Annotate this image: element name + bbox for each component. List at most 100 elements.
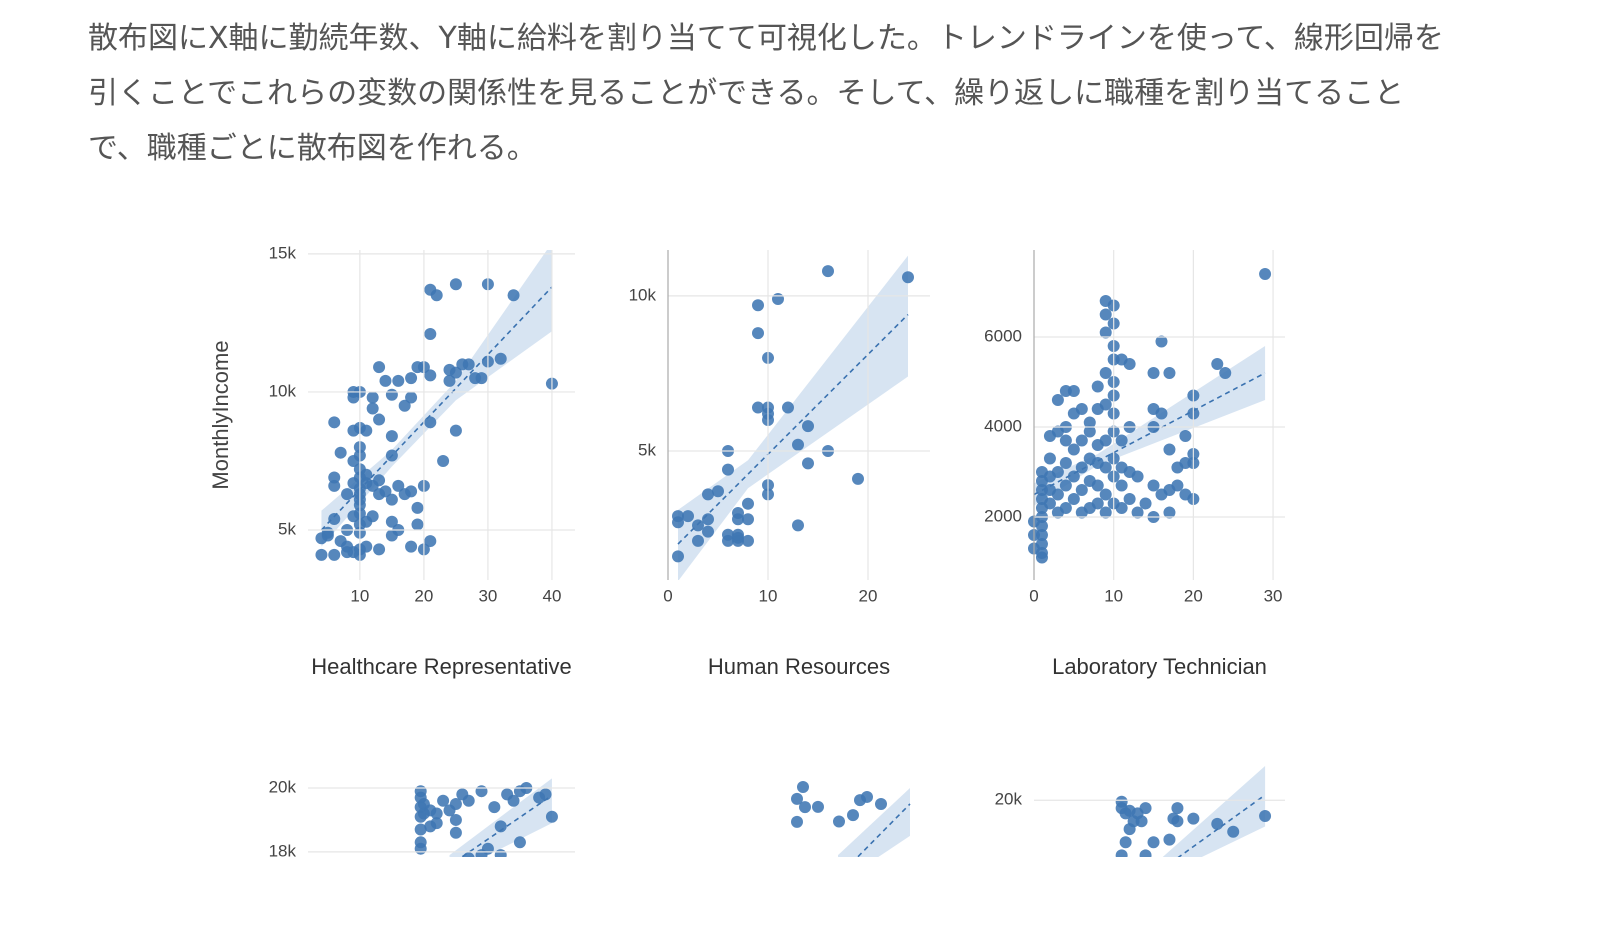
point bbox=[449, 278, 462, 291]
point bbox=[1051, 465, 1064, 478]
point bbox=[373, 361, 386, 374]
point bbox=[475, 785, 488, 798]
point bbox=[792, 438, 804, 451]
point bbox=[742, 534, 754, 547]
point bbox=[494, 820, 507, 833]
point bbox=[494, 352, 507, 365]
point bbox=[1035, 519, 1048, 532]
point bbox=[1115, 501, 1128, 514]
point bbox=[672, 550, 684, 563]
x-tick-label: 20 bbox=[859, 586, 878, 605]
point bbox=[802, 457, 814, 470]
point bbox=[392, 374, 405, 387]
confidence-band bbox=[449, 778, 552, 857]
point bbox=[341, 488, 354, 501]
point bbox=[443, 374, 456, 387]
point bbox=[379, 485, 392, 498]
x-tick-label: 0 bbox=[1029, 586, 1038, 605]
point bbox=[328, 416, 341, 429]
point bbox=[702, 488, 714, 501]
point bbox=[1131, 506, 1144, 519]
point bbox=[1043, 497, 1056, 510]
point bbox=[398, 399, 411, 412]
point bbox=[475, 849, 488, 857]
point bbox=[1139, 802, 1152, 815]
point bbox=[861, 790, 873, 803]
point bbox=[1163, 366, 1176, 379]
confidence-band bbox=[1162, 766, 1266, 857]
point bbox=[1099, 461, 1112, 474]
point bbox=[847, 809, 859, 822]
point bbox=[449, 813, 462, 826]
point bbox=[875, 797, 887, 810]
point bbox=[1171, 802, 1184, 815]
point bbox=[799, 801, 811, 814]
paragraph: 散布図にX軸に勤続年数、Y軸に給料を割り当てて可視化した。トレンドラインを使って… bbox=[88, 21, 1444, 166]
point bbox=[411, 518, 424, 531]
point bbox=[1155, 335, 1168, 348]
point bbox=[328, 471, 341, 484]
trend-line bbox=[1033, 372, 1266, 496]
point bbox=[797, 781, 809, 794]
point bbox=[1091, 479, 1104, 492]
point bbox=[328, 512, 341, 525]
point bbox=[1099, 488, 1112, 501]
point bbox=[392, 479, 405, 492]
point bbox=[424, 416, 437, 429]
panel bbox=[414, 778, 558, 857]
point bbox=[822, 265, 834, 278]
point bbox=[1187, 812, 1200, 825]
point bbox=[1051, 393, 1064, 406]
x-tick-label: 10 bbox=[350, 586, 369, 605]
point bbox=[373, 474, 386, 487]
point bbox=[430, 807, 443, 820]
point bbox=[792, 519, 804, 532]
point bbox=[1135, 815, 1148, 828]
confidence-band bbox=[838, 788, 910, 857]
point bbox=[1259, 809, 1272, 822]
point bbox=[414, 842, 427, 855]
point bbox=[405, 485, 418, 498]
panel bbox=[672, 255, 914, 580]
point bbox=[385, 430, 398, 443]
point bbox=[366, 510, 379, 523]
point bbox=[752, 401, 764, 414]
point bbox=[449, 826, 462, 839]
point bbox=[513, 836, 526, 849]
point bbox=[462, 852, 475, 857]
panel bbox=[315, 250, 558, 561]
point bbox=[1075, 402, 1088, 415]
point bbox=[414, 823, 427, 836]
y-tick-label: 20k bbox=[995, 790, 1023, 809]
point bbox=[360, 424, 373, 437]
point bbox=[494, 849, 507, 857]
y-tick-label: 4000 bbox=[984, 416, 1022, 435]
point bbox=[1059, 479, 1072, 492]
point bbox=[334, 446, 347, 459]
point bbox=[791, 815, 803, 828]
point bbox=[405, 372, 418, 385]
trend-line bbox=[677, 313, 909, 545]
point bbox=[405, 540, 418, 553]
point bbox=[1147, 479, 1160, 492]
point bbox=[1083, 416, 1096, 429]
point bbox=[385, 449, 398, 462]
point bbox=[1147, 366, 1160, 379]
point bbox=[1067, 470, 1080, 483]
point bbox=[1171, 479, 1184, 492]
point bbox=[1115, 849, 1128, 857]
point bbox=[682, 510, 694, 523]
point bbox=[462, 794, 475, 807]
panel bbox=[1028, 267, 1272, 564]
point bbox=[1123, 357, 1136, 370]
point bbox=[1099, 366, 1112, 379]
point bbox=[449, 797, 462, 810]
point bbox=[488, 801, 501, 814]
point bbox=[1163, 506, 1176, 519]
point bbox=[1115, 479, 1128, 492]
point bbox=[752, 327, 764, 340]
y-tick-label: 15k bbox=[269, 243, 297, 262]
point bbox=[1211, 817, 1224, 830]
